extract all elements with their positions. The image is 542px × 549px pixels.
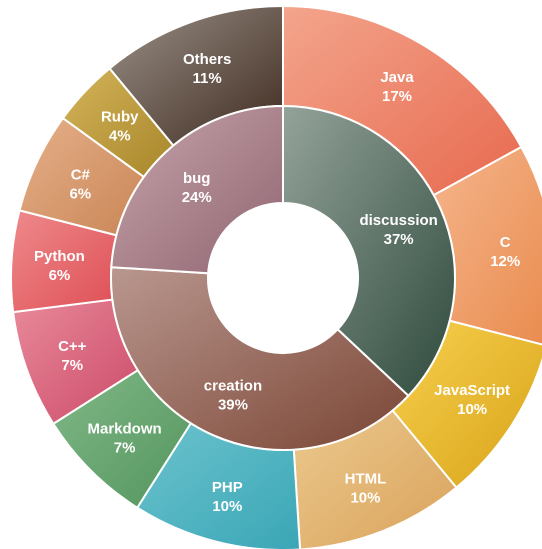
chart-labels: Java 17% C 12% JavaScript 10% HTML 10% PHP 10% Mar… bbox=[34, 51, 520, 515]
inner-slice-creation bbox=[110, 266, 410, 452]
inner-slice-discussion bbox=[282, 104, 456, 398]
outer-pct-csharp: 6% bbox=[69, 186, 91, 203]
inner-label-discussion: discussion bbox=[359, 212, 437, 229]
inner-pct-discussion: 37% bbox=[384, 231, 414, 248]
outer-pct-html: 10% bbox=[350, 489, 380, 506]
inner-label-creation: creation bbox=[204, 378, 262, 395]
outer-label-php: PHP bbox=[212, 479, 243, 496]
outer-pct-others: 11% bbox=[193, 70, 222, 87]
outer-pct-php: 10% bbox=[212, 498, 242, 515]
outer-pct-java: 17% bbox=[382, 88, 412, 105]
inner-pct-bug: 24% bbox=[182, 189, 212, 206]
outer-label-cplusplus: C++ bbox=[58, 338, 87, 355]
outer-label-c: C bbox=[500, 234, 511, 251]
outer-label-javascript: JavaScript bbox=[434, 382, 510, 399]
inner-label-bug: bug bbox=[183, 170, 211, 187]
outer-pct-markdown: 7% bbox=[114, 439, 136, 456]
outer-pct-cplusplus: 7% bbox=[61, 357, 83, 374]
outer-pct-python: 6% bbox=[49, 267, 71, 284]
outer-pct-javascript: 10% bbox=[457, 401, 487, 418]
outer-label-markdown: Markdown bbox=[88, 420, 162, 437]
outer-label-python: Python bbox=[34, 248, 85, 265]
outer-pct-ruby: 4% bbox=[109, 128, 131, 145]
outer-label-html: HTML bbox=[345, 470, 387, 487]
outer-pct-c: 12% bbox=[490, 253, 520, 270]
inner-pct-creation: 39% bbox=[218, 397, 248, 414]
outer-label-java: Java bbox=[380, 69, 414, 86]
inner-slice-bug bbox=[110, 104, 284, 275]
outer-label-others: Others bbox=[183, 51, 231, 68]
outer-label-ruby: Ruby bbox=[101, 109, 139, 126]
outer-label-csharp: C# bbox=[71, 167, 91, 184]
outer-ring bbox=[10, 4, 542, 549]
inner-ring bbox=[110, 104, 456, 452]
